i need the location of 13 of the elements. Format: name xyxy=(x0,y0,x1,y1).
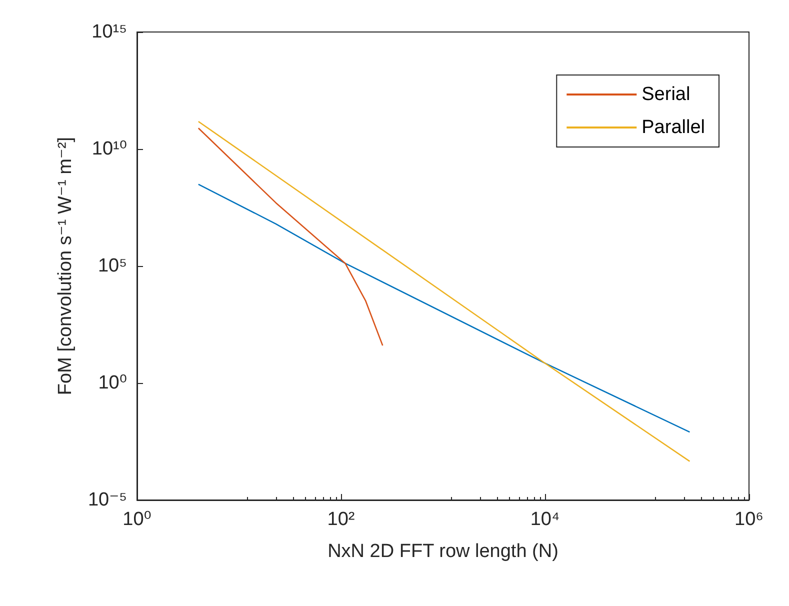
y-tick-label: 10¹⁵ xyxy=(92,22,127,42)
y-tick-label: 10⁰ xyxy=(98,372,127,394)
y-tick-label: 10¹⁰ xyxy=(92,138,127,160)
y-tick-label: 10⁵ xyxy=(98,256,127,276)
x-tick-label: 10⁶ xyxy=(734,509,764,530)
x-tick-label: 10⁰ xyxy=(122,509,152,530)
x-tick-label: 10² xyxy=(327,509,355,530)
y-tick-label: 10⁻⁵ xyxy=(88,490,127,510)
legend-label: Parallel xyxy=(642,117,706,138)
y-axis-title: FoM [convolution s⁻¹ W⁻¹ m⁻²] xyxy=(55,136,76,396)
x-axis-title: NxN 2D FFT row length (N) xyxy=(328,541,558,562)
legend-label: Serial xyxy=(642,84,690,105)
x-tick-label: 10⁴ xyxy=(530,509,560,530)
